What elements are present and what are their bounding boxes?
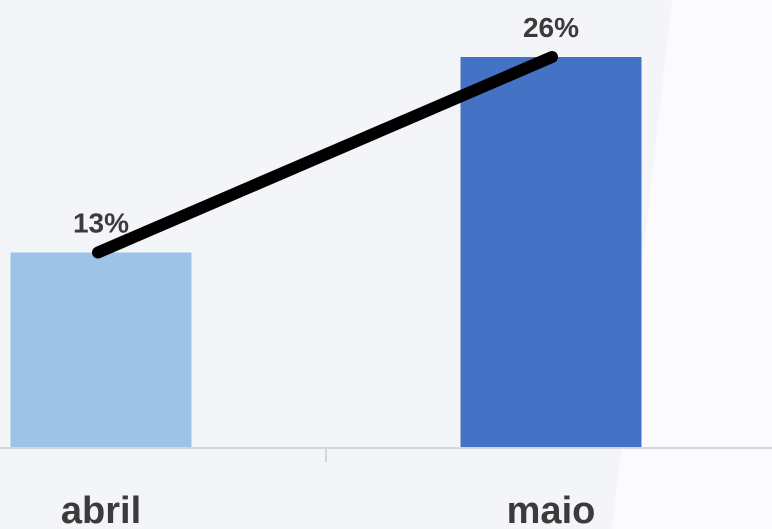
trend-line-group bbox=[92, 51, 558, 259]
bar-maio bbox=[460, 57, 642, 448]
trend-line bbox=[92, 51, 558, 259]
bars-group bbox=[10, 57, 642, 448]
category-labels-group: abril maio bbox=[61, 490, 595, 529]
x-tick-label-maio: maio bbox=[507, 490, 596, 529]
x-tick-label-abril: abril bbox=[61, 490, 141, 529]
value-labels-group: 13% 26% bbox=[73, 12, 579, 239]
background-shape bbox=[612, 0, 772, 529]
bar-abril bbox=[10, 252, 192, 448]
data-label-abril: 13% bbox=[73, 208, 129, 239]
data-label-maio: 26% bbox=[523, 12, 579, 43]
